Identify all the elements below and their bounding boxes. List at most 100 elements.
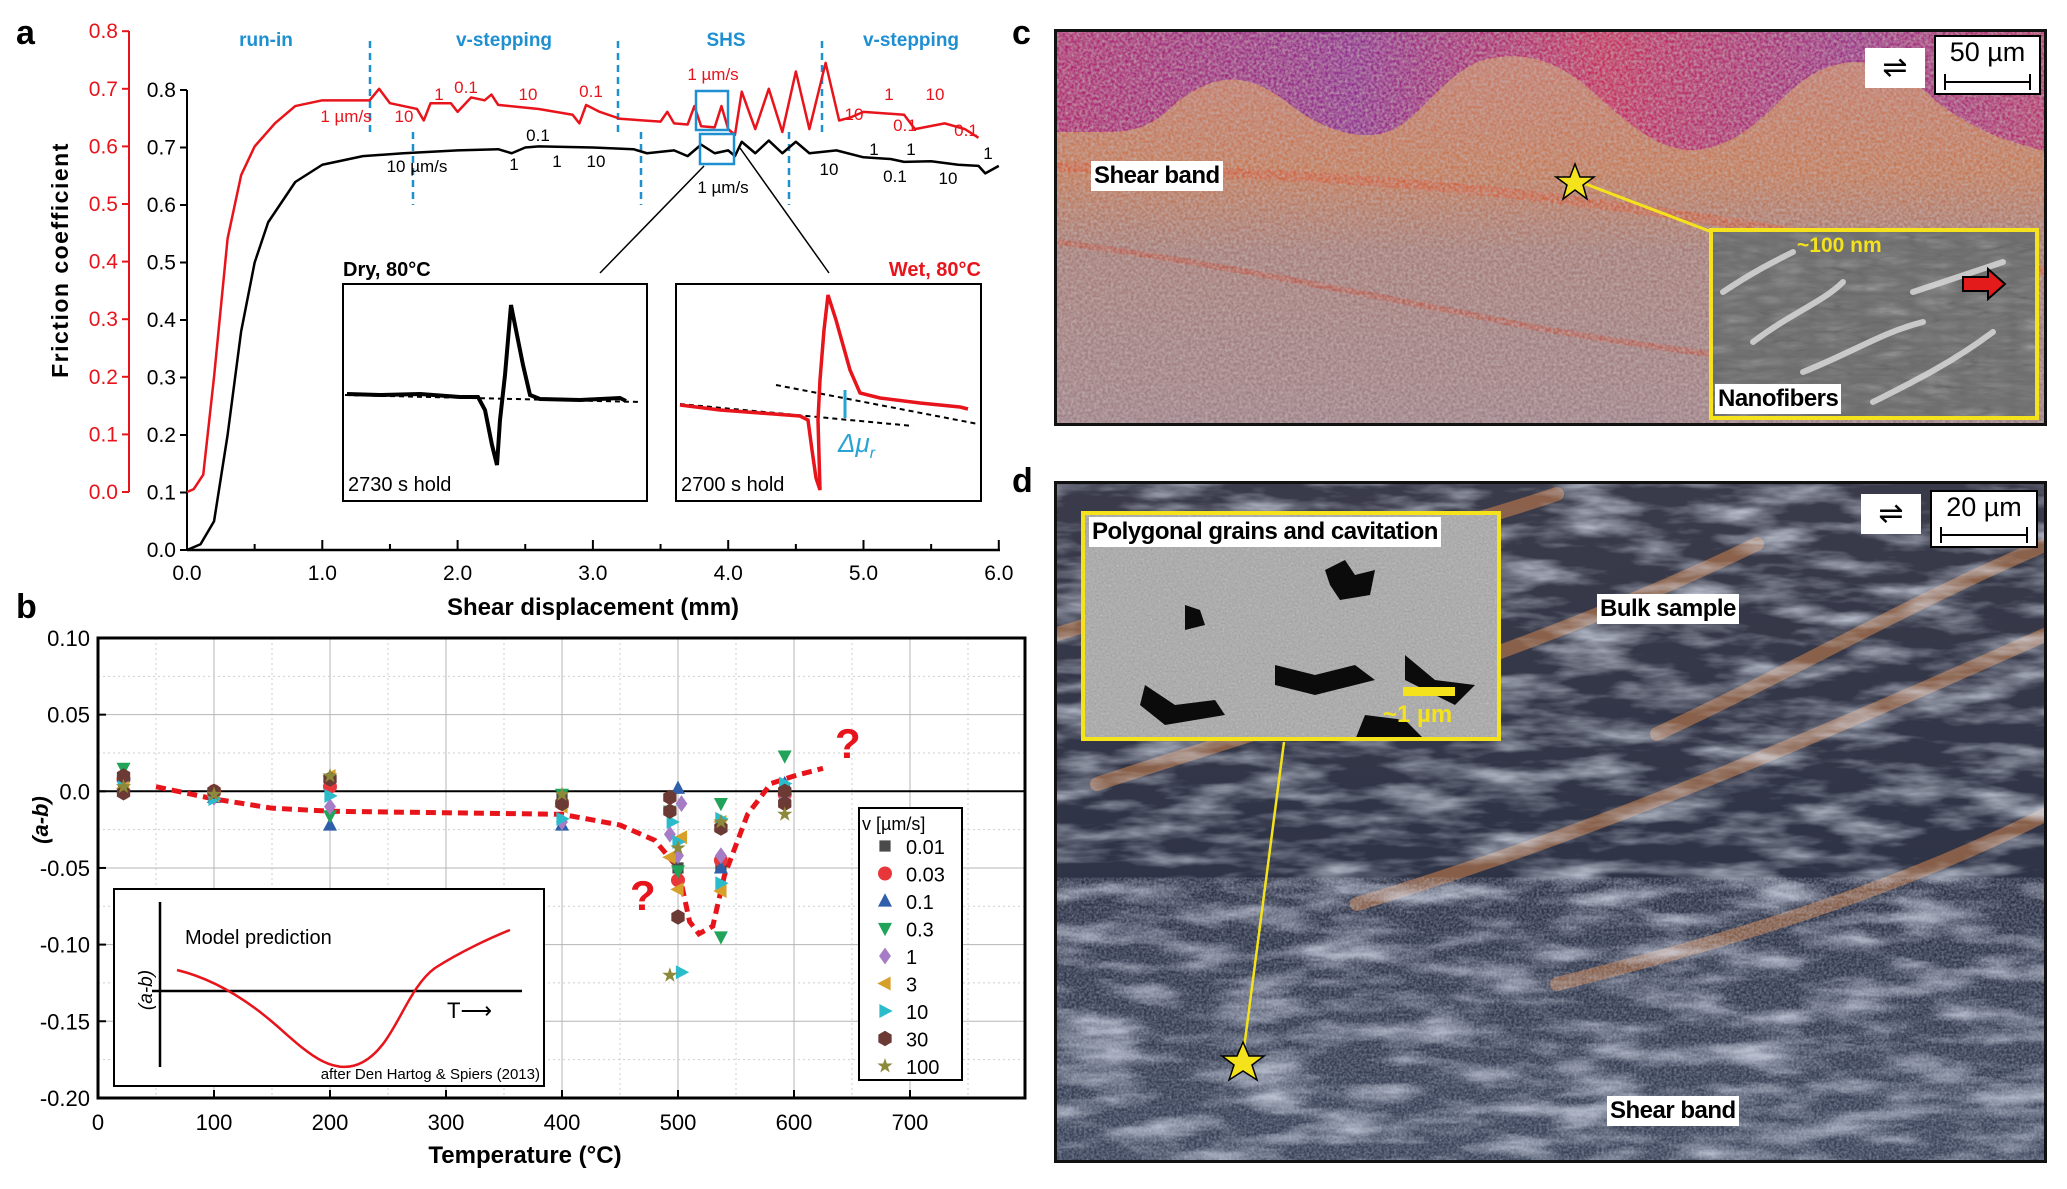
sem-image-c xyxy=(1713,232,2035,416)
data-point-v100 xyxy=(554,786,570,801)
data-point-v3 xyxy=(673,830,688,845)
x-tick-label: 500 xyxy=(660,1110,697,1135)
rate-label: 1 µm/s xyxy=(687,65,738,84)
black-y-tick-label: 0.0 xyxy=(147,539,176,562)
x-tick-label: 300 xyxy=(428,1110,465,1135)
x-tick-label: 6.0 xyxy=(984,562,1013,585)
panel-d-micrograph: Bulk sample Shear band ⇌ 20 µm Polygonal… xyxy=(1054,481,2047,1163)
wet-inset-frame xyxy=(675,283,982,502)
dry-hold-label: 2730 s hold xyxy=(348,474,451,496)
scale-bar-label: 50 µm xyxy=(1949,37,2026,67)
rate-label: 1 xyxy=(983,144,992,163)
rate-label: 0.1 xyxy=(893,116,917,135)
rate-label: 10 µm/s xyxy=(387,157,448,176)
legend-marker xyxy=(878,893,892,907)
red-y-tick-label: 0.4 xyxy=(89,251,119,274)
rate-label: 0.1 xyxy=(954,121,978,140)
phase-label: v-stepping xyxy=(863,30,959,51)
legend-items: 0.01 0.03 0.1 0.3 1 3 10 30 100 xyxy=(877,837,945,1079)
star-marker xyxy=(1219,1040,1267,1082)
micrograph-d-image xyxy=(1057,484,2044,1160)
y-axis-title: (a-b) xyxy=(28,796,53,844)
panel-a-phase-labels: run-in v-stepping SHS v-stepping xyxy=(239,30,959,51)
data-point-v0.3 xyxy=(323,810,337,824)
sem-image-d xyxy=(1085,515,1497,737)
data-point-v0.1 xyxy=(713,860,728,874)
data-point-v10 xyxy=(672,834,686,849)
data-point-v0.3 xyxy=(713,931,728,945)
data-point-v100 xyxy=(322,767,338,783)
rate-label: 1 µm/s xyxy=(320,107,371,126)
data-point-v1 xyxy=(324,798,336,816)
red-y-tick-label: 0.0 xyxy=(89,481,118,504)
rate-label: 1 xyxy=(434,85,443,104)
polygonal-grains-label: Polygonal grains and cavitation xyxy=(1089,517,1441,547)
panel-letter-a: a xyxy=(16,14,35,52)
y-tick-label: -0.15 xyxy=(40,1009,90,1034)
black-y-tick-label: 0.2 xyxy=(147,424,176,447)
trend-line xyxy=(155,765,824,938)
zoom-connector xyxy=(599,165,705,274)
red-y-tick-label: 0.2 xyxy=(89,366,118,389)
y-tick-label: 0.0 xyxy=(59,779,90,804)
data-point-v1 xyxy=(714,847,727,865)
data-point-v1 xyxy=(675,795,688,812)
data-point-v100 xyxy=(662,967,678,982)
phase-label: run-in xyxy=(239,30,293,51)
phase-label: v-stepping xyxy=(456,30,552,51)
data-point-v30 xyxy=(663,789,677,806)
legend-label: 30 xyxy=(906,1030,928,1052)
model-inset-credit: after Den Hartog & Spiers (2013) xyxy=(321,1066,540,1083)
zoom-connector xyxy=(739,147,830,274)
rate-label: 1 xyxy=(552,152,561,171)
model-inset-xlabel: T⟶ xyxy=(447,998,492,1023)
model-prediction-curve xyxy=(176,928,511,1069)
data-point-v100 xyxy=(713,813,729,829)
legend-marker xyxy=(879,840,891,852)
dry-hold-curve xyxy=(346,304,627,466)
question-mark: ? xyxy=(835,720,861,767)
data-point-v3 xyxy=(670,882,684,897)
y-tick-label: 0.05 xyxy=(47,703,90,728)
data-point-v10 xyxy=(675,965,690,980)
data-point-v100 xyxy=(670,839,686,855)
star-marker xyxy=(1553,161,1597,201)
shear-sense-icon: ⇌ xyxy=(1861,494,1921,534)
panel-b-ab-chart: 0 100 200 300 400 500 600 700 0.10 0.05 0.0 -0.05 -0… xyxy=(28,626,1027,1169)
y-axis-title: Friction coefficient xyxy=(47,142,73,378)
data-point-v10 xyxy=(715,876,729,891)
x-tick-label: 5.0 xyxy=(849,562,878,585)
x-tick-label: 0 xyxy=(92,1110,104,1135)
legend-box xyxy=(858,807,963,1081)
legend-marker xyxy=(879,947,891,965)
black-y-tick-label: 0.1 xyxy=(147,482,176,505)
wet-inset-title: Wet, 80°C xyxy=(889,259,981,281)
scale-bar-line xyxy=(1940,527,2028,543)
rate-label: 0.1 xyxy=(579,82,603,101)
data-point-v30 xyxy=(663,803,677,819)
nanofiber-scale-label: ~100 nm xyxy=(1797,234,1882,257)
model-inset-title: Model prediction xyxy=(185,927,332,949)
rate-label: 10 xyxy=(587,152,606,171)
data-point-v3 xyxy=(662,850,676,865)
polygonal-grains-inset: Polygonal grains and cavitation ~1 µm xyxy=(1081,511,1501,741)
panel-b-axes: 0 100 200 300 400 500 600 700 0.10 0.05 0.0 -0.05 -0… xyxy=(40,626,1027,1135)
rate-label: 1 µm/s xyxy=(697,178,748,197)
legend-label: 1 xyxy=(906,947,917,969)
shs-highlight-box-red xyxy=(694,89,730,132)
red-y-tick-label: 0.7 xyxy=(89,78,118,101)
rate-label: 1 xyxy=(884,85,893,104)
data-point-v0.3 xyxy=(713,797,728,812)
data-point-v10 xyxy=(556,811,570,826)
legend-title: v [µm/s] xyxy=(862,814,925,834)
rate-label: 1 xyxy=(869,140,878,159)
data-point-v10 xyxy=(324,788,338,803)
legend-marker xyxy=(878,1030,892,1047)
x-tick-label: 600 xyxy=(776,1110,813,1135)
legend-label: 100 xyxy=(906,1057,939,1079)
data-point-v0.3 xyxy=(777,750,792,764)
rate-label: 0.1 xyxy=(883,167,907,186)
scale-bar: 50 µm xyxy=(1934,35,2041,95)
legend-marker xyxy=(877,1057,893,1073)
black-y-tick-label: 0.5 xyxy=(147,252,176,275)
